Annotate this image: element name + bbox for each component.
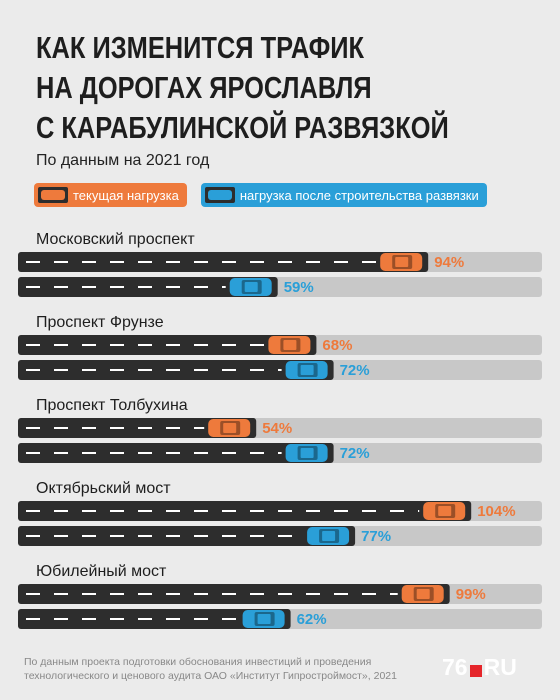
- car: [229, 278, 272, 296]
- logo: 76 RU: [442, 654, 517, 681]
- legend-item: текущая нагрузка: [34, 183, 187, 207]
- bar: [18, 526, 356, 546]
- car-top: [438, 506, 452, 516]
- bar: [18, 609, 291, 629]
- logo-dot: [469, 664, 482, 677]
- category-label: Юбилейный мост: [36, 563, 167, 580]
- car-top: [300, 448, 314, 458]
- legend: текущая нагрузка нагрузка после строитель…: [34, 183, 487, 207]
- value-label: 59%: [284, 279, 314, 296]
- chart-title: КАК ИЗМЕНИТСЯ ТРАФИК НА ДОРОГАХ ЯРОСЛАВЛ…: [36, 30, 449, 145]
- car: [208, 419, 251, 437]
- car: [423, 502, 466, 520]
- logo-number: 76: [442, 654, 468, 680]
- car: [242, 610, 285, 628]
- car-top: [244, 282, 258, 292]
- category-label: Октябрьский мост: [36, 480, 171, 497]
- legend-item: нагрузка после строительства развязки: [200, 183, 487, 207]
- category-label: Московский проспект: [36, 231, 195, 248]
- category-label: Проспект Толбухина: [36, 397, 188, 414]
- car-top: [300, 365, 314, 375]
- value-label: 94%: [434, 254, 464, 271]
- category-label: Проспект Фрунзе: [36, 314, 164, 331]
- logo-domain: RU: [483, 654, 517, 680]
- legend-car: [207, 190, 232, 200]
- legend-car: [41, 190, 65, 200]
- legend-icon: [38, 187, 68, 203]
- car-top: [416, 589, 430, 599]
- chart-subtitle: По данным на 2021 год: [36, 152, 210, 169]
- value-label: 68%: [322, 337, 352, 354]
- car: [285, 444, 328, 462]
- car: [268, 336, 311, 354]
- value-label: 104%: [477, 503, 515, 520]
- car: [307, 527, 350, 545]
- chart: Московский проспект 94% 59% Проспект Фрунзе…: [18, 231, 542, 629]
- bar: [18, 501, 472, 521]
- legend-icon: [204, 187, 235, 203]
- car-top: [322, 531, 336, 541]
- value-label: 72%: [340, 445, 370, 462]
- value-label: 77%: [361, 528, 391, 545]
- value-label: 72%: [340, 362, 370, 379]
- car-top: [395, 257, 409, 267]
- bar: [18, 418, 257, 438]
- value-label: 99%: [456, 586, 486, 603]
- car: [380, 253, 423, 271]
- car: [285, 361, 328, 379]
- legend-label: нагрузка после строительства развязки: [239, 187, 479, 203]
- car-top: [257, 614, 271, 624]
- car-top: [283, 340, 297, 350]
- car: [401, 585, 444, 603]
- legend-label: текущая нагрузка: [73, 187, 179, 203]
- value-label: 62%: [297, 611, 327, 628]
- footnote: По данным проекта подготовки обоснования…: [24, 656, 397, 682]
- value-label: 54%: [262, 420, 292, 437]
- car-top: [223, 423, 237, 433]
